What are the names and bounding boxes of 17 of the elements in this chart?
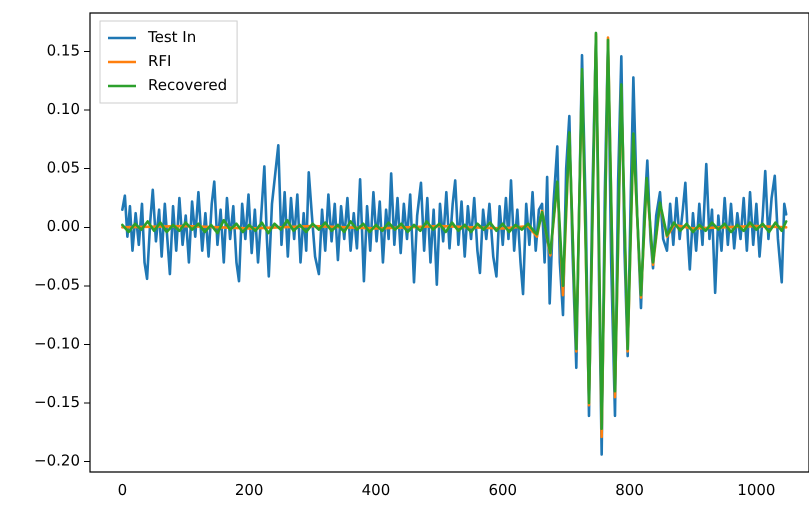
y-tick-label: 0.00: [46, 217, 80, 236]
y-tick-label: −0.15: [34, 392, 80, 411]
y-tick-label: 0.15: [46, 42, 80, 60]
x-tick-label: 200: [234, 480, 264, 499]
legend-label: Test In: [147, 28, 196, 46]
x-tick-label: 1000: [737, 480, 776, 499]
legend-label: RFI: [148, 52, 172, 70]
y-tick-label: −0.05: [34, 276, 80, 294]
y-tick-label: −0.20: [34, 451, 80, 470]
y-tick-label: −0.10: [34, 334, 80, 352]
y-tick-label: 0.10: [46, 100, 80, 118]
y-tick-label: 0.05: [46, 158, 80, 177]
x-tick-label: 400: [362, 480, 390, 499]
legend-label: Recovered: [148, 76, 228, 94]
x-tick-label: 600: [488, 480, 518, 499]
x-tick-label: 0: [118, 480, 128, 499]
x-tick-label: 800: [615, 480, 644, 499]
